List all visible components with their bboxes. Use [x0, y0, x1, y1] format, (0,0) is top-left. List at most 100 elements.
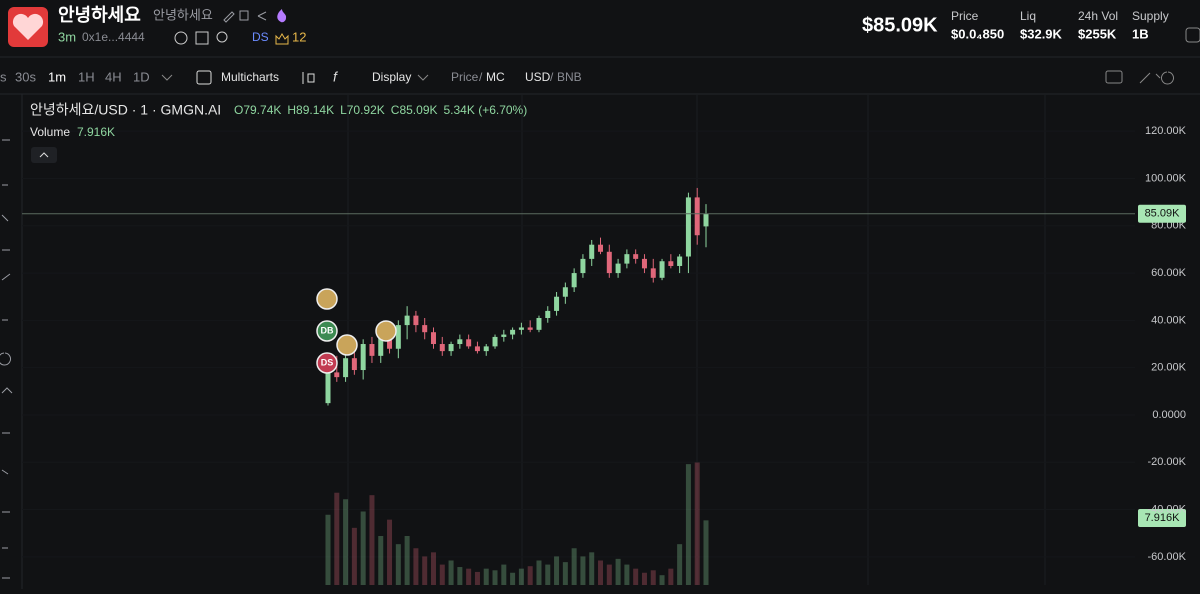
icons[interactable]: [1139, 71, 1174, 85]
stat-label: Price: [951, 9, 979, 23]
candle-body: [360, 344, 366, 371]
volume-bar: [492, 570, 498, 585]
candle-body: [413, 315, 419, 326]
volume-bar: [457, 567, 463, 585]
interval[interactable]: 1D: [133, 69, 150, 84]
avatar-marker[interactable]: [375, 320, 397, 342]
volume-bar: [325, 514, 331, 585]
interval[interactable]: 1H: [78, 69, 95, 84]
icon[interactable]: [302, 72, 315, 84]
candle-body: [378, 336, 384, 356]
volume-bar: [598, 560, 604, 585]
volume-bar: [589, 552, 595, 585]
interval[interactable]: 30s: [15, 69, 36, 84]
volume-bar: [703, 520, 709, 585]
candle-body: [395, 325, 401, 349]
candle-body: [351, 358, 357, 371]
chevron[interactable]: [161, 74, 173, 81]
y-tick-label: 60.00K: [1151, 267, 1187, 279]
candle-body: [554, 296, 560, 311]
volume-bar: [659, 575, 665, 585]
volume-bar: [562, 562, 568, 585]
volume-bar: [439, 564, 445, 585]
trade-marker[interactable]: [316, 352, 338, 374]
search-icon[interactable]: [216, 31, 228, 43]
candle-body: [492, 336, 498, 347]
mc-toggle[interactable]: MC: [486, 70, 505, 84]
stat-value: $32.9K: [1020, 26, 1063, 41]
fx-icon[interactable]: f: [333, 69, 339, 85]
candle-body: [703, 213, 709, 227]
volume-bar: [624, 564, 630, 585]
display[interactable]: Display: [372, 70, 411, 84]
bnb-toggle[interactable]: BNB: [557, 70, 582, 84]
volume-bar: [501, 564, 507, 585]
interval[interactable]: s: [0, 69, 7, 84]
candle-body: [677, 256, 683, 266]
address[interactable]: 0x1e...4444: [82, 30, 145, 44]
candle-body: [624, 254, 630, 264]
interval[interactable]: 4H: [105, 69, 122, 84]
candle-body: [430, 332, 436, 345]
multicharts[interactable]: Multicharts: [221, 70, 279, 84]
icon[interactable]: [174, 31, 188, 45]
age: 3m: [58, 29, 76, 44]
icon[interactable]: [1185, 27, 1200, 43]
fire-icon: [277, 9, 287, 23]
volume-bar: [606, 564, 612, 585]
candle-body: [641, 258, 647, 269]
y-tick-label: -40.00K: [1147, 503, 1186, 515]
volume-bar: [615, 558, 621, 585]
crown-icon: [275, 33, 289, 45]
ohlc-legend: O79.74K H89.14K L70.92K C85.09K 5.34K (+6.70…: [234, 103, 527, 117]
candle-body: [562, 287, 568, 297]
candle-body: [387, 336, 393, 349]
volume-bar: [369, 495, 375, 585]
candle-body: [615, 263, 621, 274]
tag[interactable]: DS: [252, 30, 269, 44]
y-tick-label: -60.00K: [1147, 551, 1186, 563]
candle-body: [580, 258, 586, 274]
stat-label: Liq: [1020, 9, 1036, 23]
candle-body: [598, 244, 604, 252]
candle-body: [510, 329, 516, 335]
volume-bar: [378, 536, 384, 585]
volume-bar: [474, 571, 480, 585]
candle-body: [457, 339, 463, 345]
candle-body: [589, 244, 595, 259]
interval[interactable]: 1m: [48, 69, 66, 84]
volume-label: Volume: [30, 125, 70, 139]
volume-bar: [387, 519, 393, 585]
volume-bar: [448, 560, 454, 585]
volume-bar: [641, 572, 647, 585]
volume-bar: [571, 548, 577, 585]
volume-bar: [413, 548, 419, 585]
candle-body: [668, 261, 674, 266]
volume-bar: [685, 464, 691, 585]
drawing-tools[interactable]: [0, 139, 13, 579]
usd-toggle[interactable]: USD: [525, 70, 551, 84]
stat-label: 24h Vol: [1078, 9, 1118, 23]
stat-value: $255K: [1078, 26, 1117, 41]
volume-axis-label: 7.916K: [1145, 512, 1181, 524]
icon[interactable]: [196, 70, 212, 85]
volume-bar: [545, 564, 551, 585]
y-tick-label: 120.00K: [1145, 125, 1187, 137]
camera-icon[interactable]: [1105, 70, 1123, 84]
volume-bar: [668, 568, 674, 585]
avatar-marker[interactable]: [336, 334, 358, 356]
candle-body: [536, 318, 542, 330]
y-tick-label: 100.00K: [1145, 172, 1187, 184]
heart: [12, 13, 44, 41]
price-toggle[interactable]: Price: [451, 70, 479, 84]
chevron[interactable]: [417, 74, 429, 81]
avatar-marker[interactable]: [316, 288, 338, 310]
collapse-button[interactable]: [31, 147, 57, 163]
header-icons[interactable]: [223, 10, 267, 23]
stats: Price $0.0₄850 Liq $32.9K 24h Vol $255K Supply…: [951, 9, 1169, 41]
volume-bar: [343, 499, 349, 585]
trade-marker[interactable]: [316, 320, 338, 342]
icon[interactable]: [195, 31, 209, 45]
y-tick-label: 40.00K: [1151, 314, 1187, 326]
